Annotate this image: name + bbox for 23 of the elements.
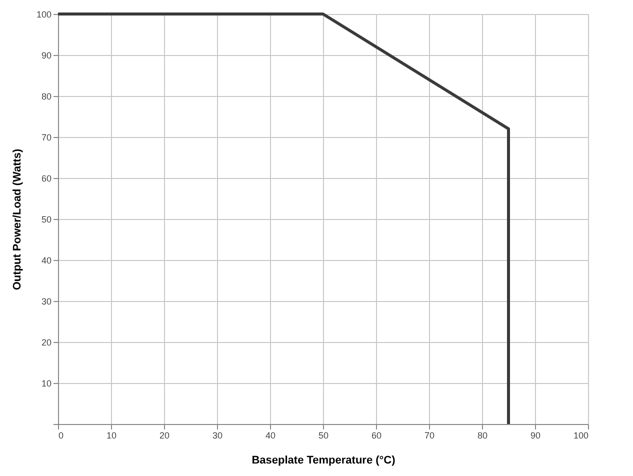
x-tick-label: 80	[477, 430, 488, 440]
y-tick-label: 70	[41, 132, 52, 142]
x-tick-label: 70	[424, 430, 435, 440]
y-tick-label: 10	[41, 378, 52, 388]
x-tick-label: 0	[58, 430, 64, 440]
y-tick-label: 100	[36, 10, 52, 20]
x-tick-label: 60	[371, 430, 382, 440]
y-tick-label: 80	[41, 92, 52, 102]
x-tick-label: 100	[573, 430, 588, 440]
x-tick-label: 50	[318, 430, 329, 440]
x-tick-label: 10	[106, 430, 117, 440]
y-axis-title: Output Power/Load (Watts)	[11, 148, 24, 290]
x-tick-label: 30	[212, 430, 223, 440]
y-tick-label: 30	[41, 296, 52, 306]
y-tick-label: 50	[41, 214, 52, 224]
x-tick-label: 20	[159, 430, 170, 440]
x-axis-title: Baseplate Temperature (°C)	[252, 454, 396, 466]
x-tick-label: 40	[265, 430, 276, 440]
y-tick-label: 20	[41, 338, 52, 348]
y-tick-label: 90	[41, 50, 52, 60]
x-tick-label: 90	[530, 430, 541, 440]
y-tick-label: 40	[41, 256, 52, 266]
y-tick-label: 60	[41, 174, 52, 184]
